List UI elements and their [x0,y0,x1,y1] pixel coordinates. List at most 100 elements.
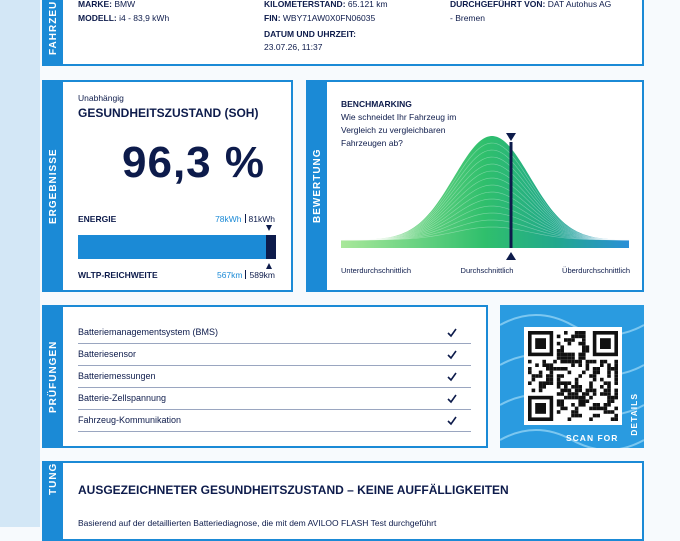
field: DURCHGEFÜHRT VON: DAT Autohus AG [450,0,611,9]
qr-module [574,388,579,393]
qr-module [578,331,582,335]
qr-panel: SCAN FOR DETAILS [500,305,644,448]
qr-module [614,381,618,385]
qr-module [578,399,582,403]
curve-line [340,177,630,241]
separator [245,270,247,279]
bell-curve [340,133,630,260]
qr-module [614,363,618,367]
qr-module [531,374,536,378]
qr-finder [600,338,611,349]
qr-module [578,341,582,346]
qr-finder [535,338,546,349]
qr-module [528,370,532,375]
curve-line [340,142,630,241]
check-label: Batterie-Zellspannung [78,393,167,403]
qr-module [582,399,586,403]
qr-module [571,395,575,400]
qr-module [567,392,572,396]
energy: 78kWh 81kWh [215,214,275,224]
qr-module [610,367,615,371]
qr-module [556,349,561,353]
qr-module [585,345,590,349]
marker-top [506,133,516,141]
qr-module [582,370,586,375]
qr-module [607,392,611,396]
qr-module [528,381,532,385]
qr-module [578,374,582,378]
qr-module [560,399,564,403]
qr-module [585,388,590,393]
qr-module [553,359,557,364]
qr-module [567,395,572,400]
qr-module [607,395,611,400]
qr-module [582,403,586,407]
curve-line [340,219,630,241]
side-label: ERGEBNISSE [44,82,63,290]
qr-module [556,374,561,378]
qr-module [567,352,572,357]
qr-module [542,381,546,385]
check-mark [447,350,457,360]
qr-module [596,367,600,371]
qr-module [610,395,615,400]
total: 81kWh [248,214,275,224]
qr-module [560,388,564,393]
qr-module [567,359,572,364]
qr-module [549,381,554,385]
qr-module [589,406,593,411]
check-mark [447,372,457,382]
qr-module [578,352,582,357]
qr-module [567,338,572,342]
check-row: Batteriesensor [78,346,471,366]
scale-label: Überdurchschnittlich [562,266,630,275]
qr-module [571,359,575,364]
check-label: Batteriemessungen [78,371,156,381]
qr-module [592,388,597,393]
qr-module [553,367,557,371]
qr-module [589,395,593,400]
qr-module [607,363,611,367]
qr-module [603,359,608,364]
qr-module [582,395,586,400]
qr-module [574,381,579,385]
qr-module [528,359,532,364]
qr-module [600,392,604,396]
current: 567km [216,270,243,280]
value: WBY71AW0X0FN06035 [282,13,376,23]
qr-module [585,363,590,367]
qr-module [578,334,582,339]
qr-module [571,410,575,414]
background-strip [0,0,40,527]
qr-module [549,367,554,371]
check-label: Fahrzeug-Kommunikation [78,415,182,425]
qr-module [589,381,593,385]
qr-module [582,392,586,396]
check-row: Batteriemessungen [78,368,471,388]
qr-module [614,395,618,400]
qr-module [556,377,561,382]
qr-module [571,413,575,418]
qr-module [574,395,579,400]
qr-module [596,403,600,407]
curve-line [340,156,630,241]
qr-module [592,406,597,411]
qr-module [535,363,539,367]
label: DATUM UND UHRZEIT: [264,29,356,39]
qr-module [614,417,618,421]
qr-module [607,367,611,371]
field: KILOMETERSTAND: 65.121 km [264,0,388,9]
qr-module [610,417,615,421]
qr-module [607,388,611,393]
qr-finder [535,403,546,414]
qr-module [592,359,597,364]
value: DAT Autohus AG [547,0,612,9]
qr-module [592,370,597,375]
qr-module [600,406,604,411]
qr-module [592,403,597,407]
qr-module [614,370,618,375]
qr-module [592,377,597,382]
rating-panel: BEWERTUNG BENCHMARKING Wie schneidet Ihr… [306,80,644,292]
side-label: PRÜFUNGEN [44,307,63,446]
qr-module [607,403,611,407]
